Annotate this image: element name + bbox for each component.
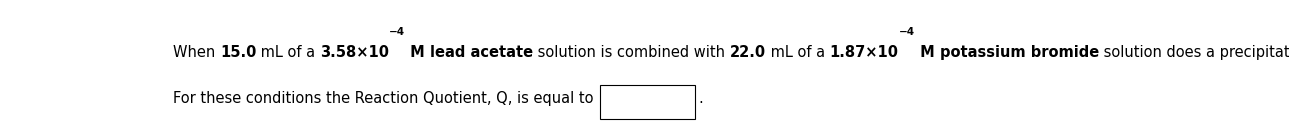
Text: lead acetate: lead acetate xyxy=(431,45,534,59)
Text: 15.0: 15.0 xyxy=(220,45,257,59)
Text: 3.58×10: 3.58×10 xyxy=(320,45,389,59)
Text: M: M xyxy=(915,45,940,59)
Text: 22.0: 22.0 xyxy=(730,45,766,59)
Text: −4: −4 xyxy=(898,27,915,37)
Text: potassium bromide: potassium bromide xyxy=(940,45,1100,59)
Text: mL of a: mL of a xyxy=(766,45,830,59)
Text: solution does a precipitate form?: solution does a precipitate form? xyxy=(1100,45,1289,59)
Text: 1.87×10: 1.87×10 xyxy=(830,45,898,59)
Text: solution is combined with: solution is combined with xyxy=(534,45,730,59)
Text: mL of a: mL of a xyxy=(257,45,320,59)
Text: .: . xyxy=(699,91,704,106)
Text: For these conditions the Reaction Quotient, Q, is equal to: For these conditions the Reaction Quotie… xyxy=(173,91,594,106)
Text: M: M xyxy=(405,45,431,59)
Text: When: When xyxy=(173,45,220,59)
Text: −4: −4 xyxy=(389,27,405,37)
